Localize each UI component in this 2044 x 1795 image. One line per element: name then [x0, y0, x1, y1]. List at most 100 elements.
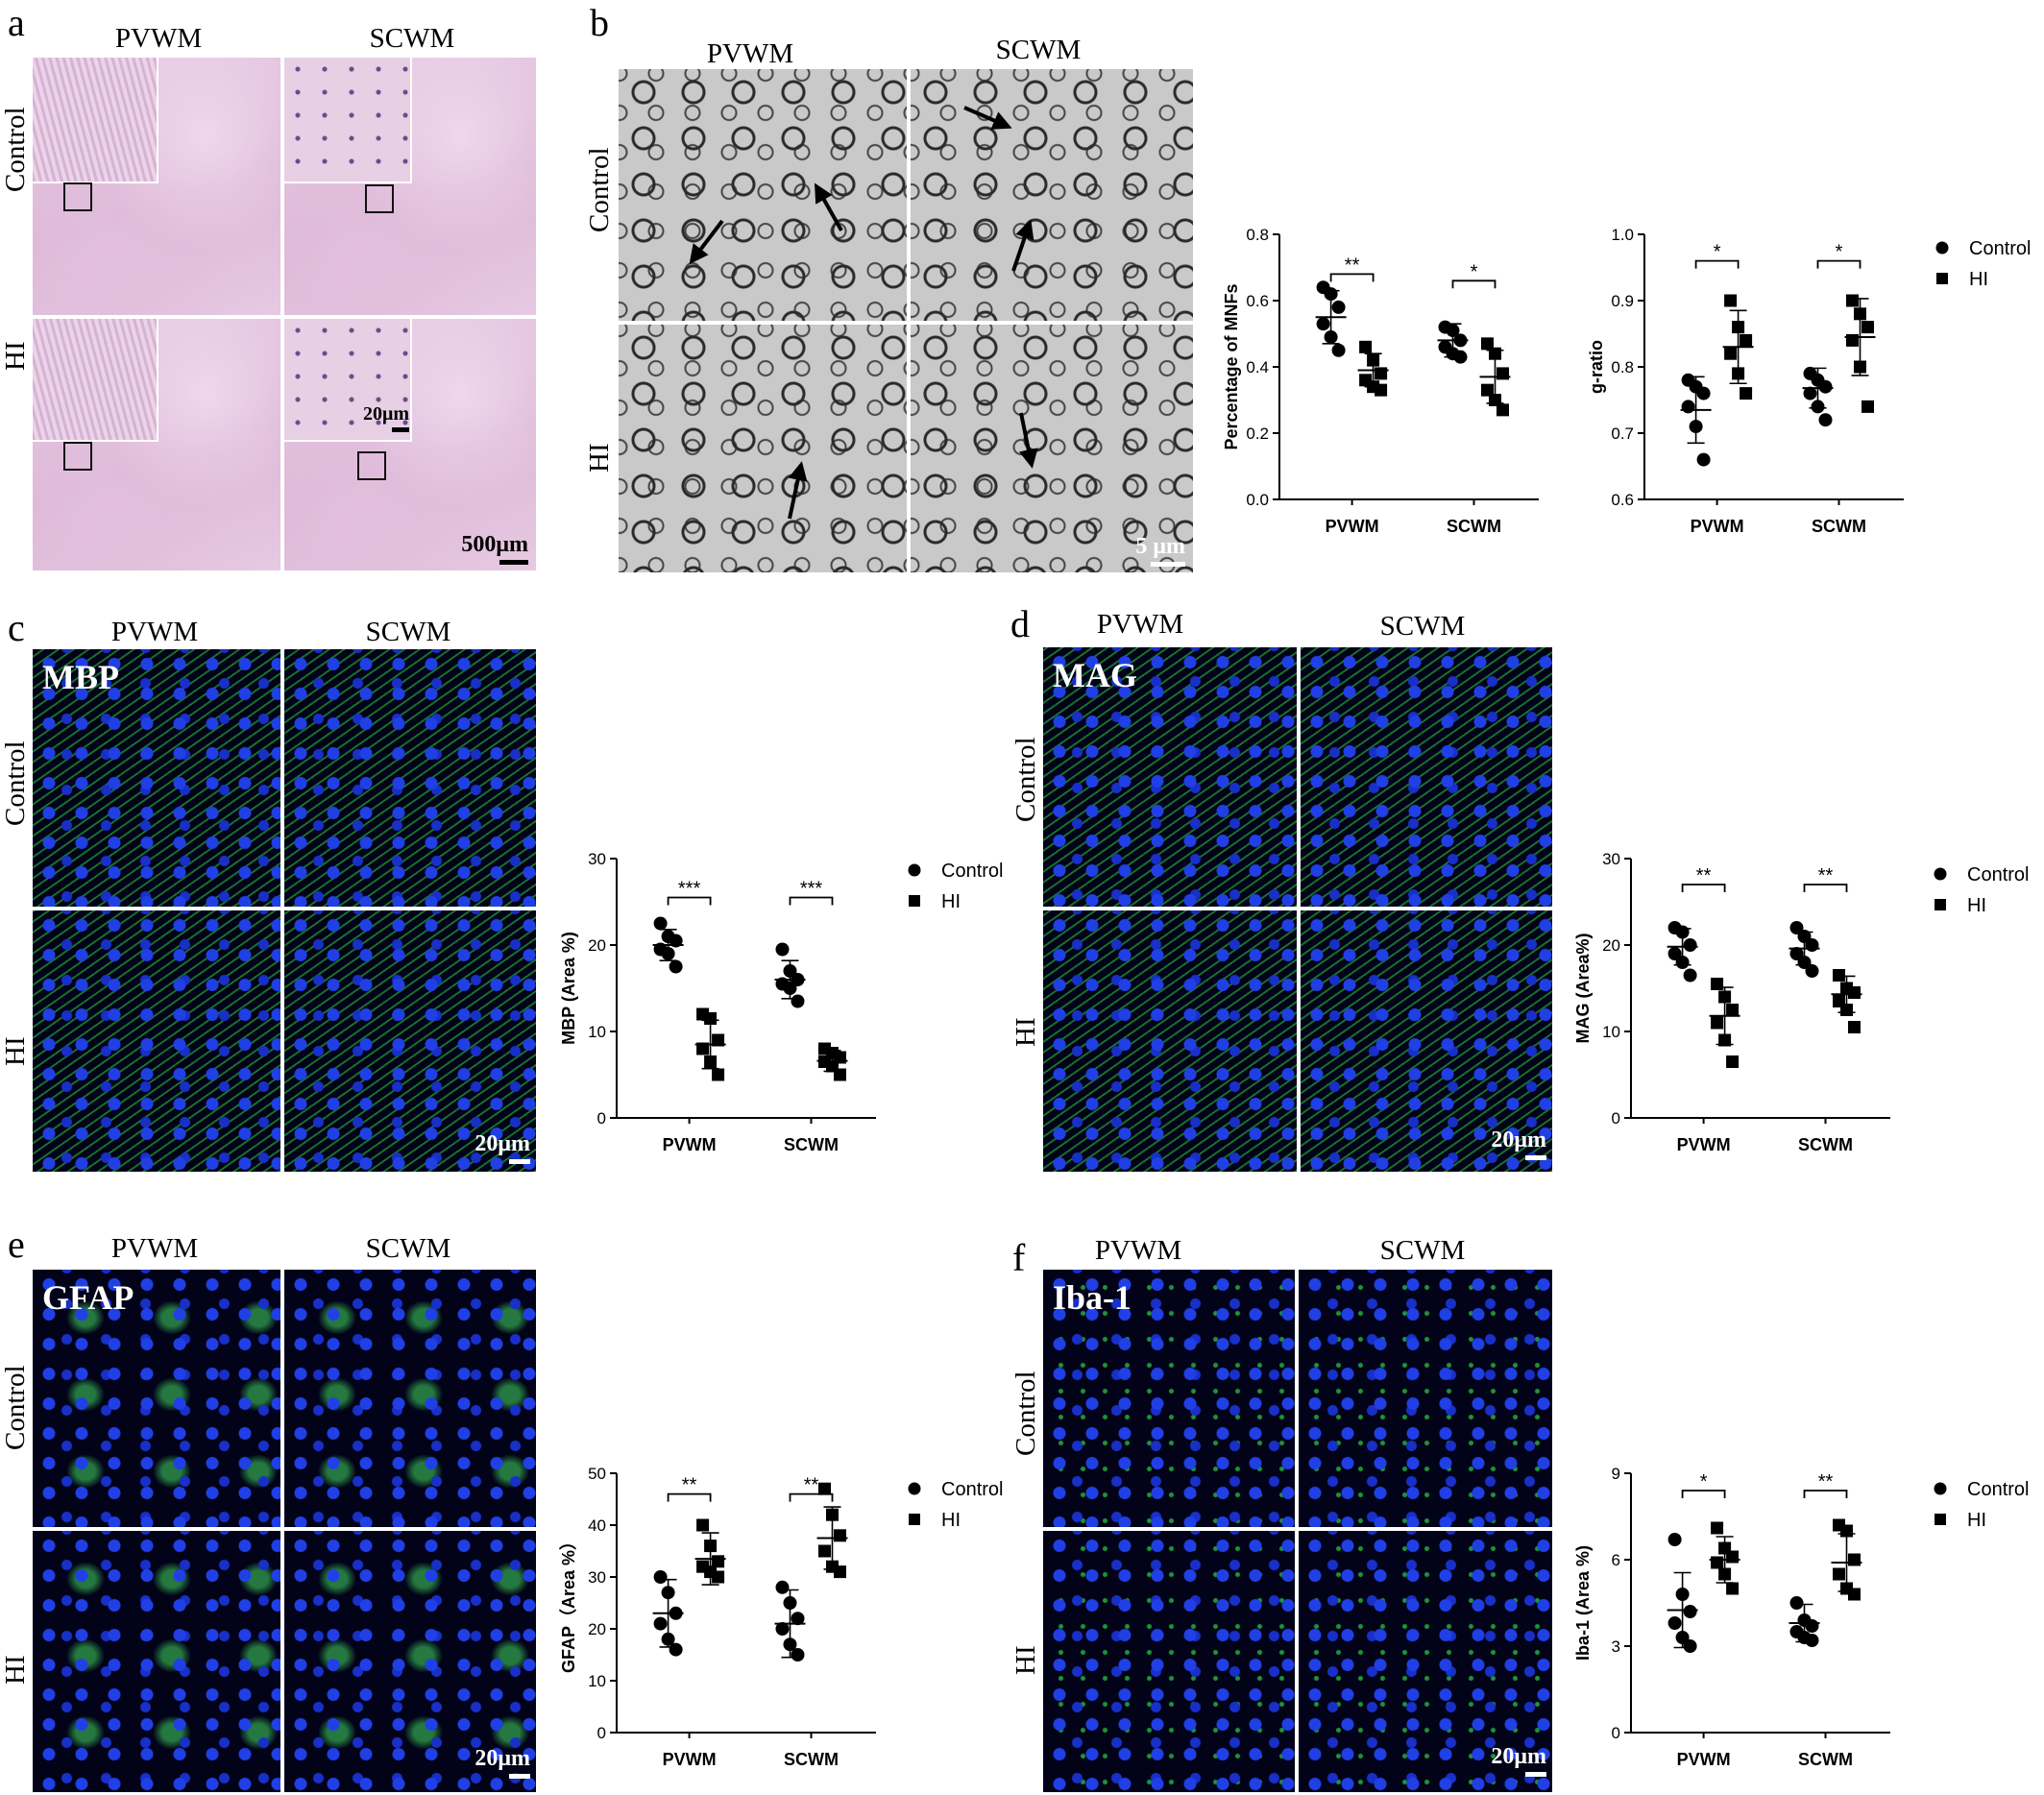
data-point-control — [1667, 1533, 1682, 1546]
data-point-hi — [1848, 986, 1861, 999]
he-image-control-pvwm — [33, 58, 280, 315]
y-tick-label: 0.7 — [1611, 424, 1634, 443]
y-tick-label: 50 — [588, 1465, 606, 1483]
y-tick-label: 0 — [597, 1724, 606, 1742]
y-tick-label: 6 — [1612, 1551, 1620, 1569]
y-tick-label: 1.0 — [1611, 226, 1634, 244]
legend-marker-control — [908, 863, 921, 877]
legend-marker-control — [1935, 241, 1949, 255]
x-tick-label: PVWM — [1691, 517, 1744, 536]
data-point-hi — [712, 1570, 725, 1584]
significance-bracket — [667, 1492, 712, 1502]
y-tick-label: 40 — [588, 1516, 606, 1535]
data-point-hi — [818, 1544, 831, 1558]
significance-label: *** — [678, 879, 701, 900]
y-tick-label: 0 — [597, 1109, 606, 1128]
x-tick-label: SCWM — [1447, 517, 1501, 536]
he-inset — [284, 319, 412, 442]
data-point-control — [791, 994, 805, 1008]
y-tick-label: 30 — [588, 1568, 606, 1587]
em-image-control-scwm — [911, 69, 1193, 321]
significance-label: ** — [1818, 865, 1834, 886]
y-tick-label: 0.8 — [1611, 358, 1634, 376]
em-image-hi-scwm: 5 μm — [911, 325, 1193, 572]
mbp-scale-bar: 20μm — [473, 1131, 530, 1164]
data-point-hi — [1726, 1004, 1740, 1016]
y-tick-label: 0.8 — [1246, 226, 1269, 244]
data-point-hi — [1848, 1553, 1861, 1566]
arrow — [815, 182, 843, 231]
em-scale-bar: 5 μm — [1133, 534, 1185, 567]
y-tick-label: 10 — [588, 1023, 606, 1041]
gfap-image-hi-scwm: 20μm — [284, 1531, 536, 1792]
data-point-hi — [1846, 333, 1859, 347]
x-tick-label: PVWM — [1326, 517, 1379, 536]
he-inset — [33, 319, 158, 442]
legend-marker-hi — [1936, 273, 1948, 284]
he-image-hi-pvwm — [33, 319, 280, 570]
data-point-hi — [1862, 400, 1874, 413]
data-point-control — [653, 1570, 668, 1584]
x-tick-label: SCWM — [1798, 1750, 1853, 1769]
data-point-hi — [1496, 403, 1509, 417]
roi-box — [365, 184, 394, 213]
data-point-hi — [834, 1529, 846, 1542]
data-point-control — [1805, 1619, 1819, 1633]
data-point-hi — [1740, 387, 1753, 400]
data-point-hi — [1726, 1550, 1740, 1564]
arrow — [1019, 412, 1038, 469]
data-point-hi — [1711, 1556, 1724, 1569]
data-point-hi — [1726, 1582, 1740, 1595]
mag-scale-bar: 20μm — [1489, 1128, 1546, 1160]
data-point-control — [653, 916, 668, 931]
panel-b-col-scwm: SCWM — [995, 35, 1082, 65]
roi-box — [63, 442, 92, 471]
data-point-control — [791, 1648, 805, 1662]
panel-f-label: f — [1012, 1236, 1026, 1279]
panel-b-label: b — [590, 1, 609, 44]
data-point-control — [775, 942, 790, 957]
significance-label: ** — [804, 1475, 819, 1496]
data-point-control — [1803, 386, 1817, 400]
y-axis-label: g-ratio — [1587, 340, 1606, 394]
he-image-hi-scwm: 20μm 500μm — [284, 319, 536, 570]
panel-c-row-hi: HI — [0, 1036, 31, 1066]
significance-label: * — [1714, 242, 1721, 263]
data-point-hi — [818, 1482, 831, 1495]
roi-box — [357, 451, 386, 480]
data-point-hi — [1711, 1016, 1724, 1030]
legend-label: HI — [1969, 269, 1988, 290]
iba1-scale-bar: 20μm — [1489, 1744, 1546, 1777]
arrow — [963, 106, 1012, 130]
legend-label: Control — [941, 861, 1003, 882]
x-tick-label: SCWM — [1798, 1135, 1853, 1154]
panel-d-row-hi: HI — [1010, 1017, 1041, 1047]
he-scale-bar: 500μm — [438, 532, 528, 565]
em-scale-label: 5 μm — [1135, 534, 1185, 559]
data-point-control — [1681, 400, 1695, 414]
data-point-control — [775, 1622, 790, 1636]
y-tick-label: 0.2 — [1246, 424, 1269, 443]
mag-image-hi-pvwm — [1043, 910, 1297, 1172]
iba1-image-control-pvwm: Iba-1 — [1043, 1270, 1295, 1527]
panel-e-col-scwm: SCWM — [365, 1233, 451, 1264]
legend-label: HI — [1967, 1510, 1986, 1531]
data-point-hi — [1711, 978, 1724, 990]
data-point-hi — [1740, 333, 1753, 347]
mag-scale-label: 20μm — [1491, 1128, 1546, 1152]
data-point-hi — [1359, 340, 1373, 353]
mbp-scale-label: 20μm — [474, 1131, 530, 1156]
legend-marker-control — [1934, 867, 1947, 881]
chart-mag: 0 10 20 30 MAG (Area%) PVWM SCWM ** ** Control HI — [1573, 850, 2029, 1154]
data-point-control — [1331, 300, 1346, 314]
x-tick-label: SCWM — [784, 1135, 839, 1154]
significance-bracket — [1451, 279, 1496, 289]
legend-label: Control — [1969, 238, 2031, 259]
y-tick-label: 0 — [1612, 1724, 1620, 1742]
chart-mbp: 0 10 20 30 MBP (Area %) PVWM SCWM *** *** Control… — [559, 850, 1003, 1154]
roi-box — [63, 182, 92, 211]
y-axis-label: Percentage of MNFs — [1222, 283, 1241, 449]
data-point-hi — [1711, 1521, 1724, 1535]
significance-bracket — [1694, 259, 1740, 269]
inset-scale-label: 20μm — [363, 403, 409, 424]
